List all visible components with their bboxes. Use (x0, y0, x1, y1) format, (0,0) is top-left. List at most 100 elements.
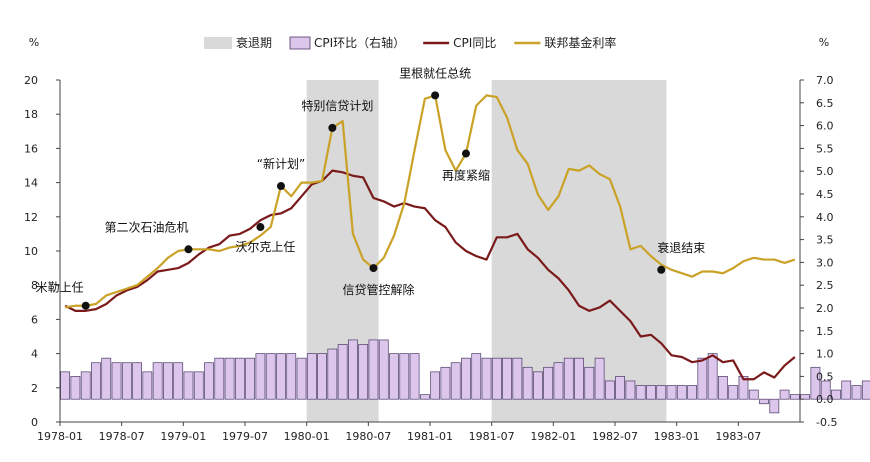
cpi-mom-bar (358, 344, 369, 400)
cpi-mom-bar (152, 362, 163, 400)
cpi-mom-bar (430, 371, 441, 400)
x-tick-label: 1982-07 (592, 430, 638, 443)
cpi-mom-bar (80, 371, 91, 400)
right-tick-label: 4.0 (816, 211, 834, 224)
right-tick-label: 1.5 (816, 325, 834, 338)
right-tick-label: 6.5 (816, 97, 834, 110)
cpi-mom-bar (584, 366, 595, 400)
right-tick-label: 2.0 (816, 302, 834, 315)
annotation-label: 第二次石油危机 (104, 220, 188, 234)
right-tick-label: 5.0 (816, 165, 834, 178)
x-tick-label: 1980-07 (345, 430, 391, 443)
annotation-marker (328, 123, 337, 132)
left-tick-label: 12 (24, 211, 38, 224)
cpi-mom-bar (574, 357, 584, 400)
annotation-marker (276, 182, 285, 191)
cpi-mom-bar (193, 371, 204, 400)
right-tick-label: 1.0 (816, 348, 834, 361)
right-tick-label: 0.0 (816, 393, 834, 406)
left-tick-label: 6 (31, 313, 38, 326)
cpi-mom-bar (748, 389, 759, 400)
cpi-mom-bar (317, 353, 327, 400)
right-tick-label: 7.0 (816, 74, 834, 87)
cpi-mom-bar (502, 357, 512, 400)
left-tick-label: 4 (31, 348, 38, 361)
cpi-mom-bar (604, 380, 615, 400)
cpi-mom-bar (70, 376, 81, 400)
cpi-mom-bar (142, 371, 153, 400)
right-unit-label: % (819, 36, 829, 49)
cpi-mom-bar (471, 353, 482, 400)
right-tick-label: 4.5 (816, 188, 834, 201)
cpi-mom-bar (409, 353, 420, 400)
cpi-mom-bar (111, 362, 122, 400)
cpi-mom-bar (820, 380, 831, 400)
legend-label: 联邦基金利率 (544, 35, 616, 50)
cpi-mom-bar (173, 362, 184, 400)
right-tick-label: -0.5 (816, 416, 837, 429)
x-tick-label: 1978-07 (99, 430, 145, 443)
legend-item-cpi_yoy: CPI同比 (423, 36, 496, 50)
annotation-label: 信贷管控解除 (342, 282, 414, 297)
legend-item-cpi_mom: CPI环比（右轴） (289, 35, 405, 50)
cpi-mom-bar (204, 362, 214, 400)
x-tick-label: 1981-01 (407, 430, 453, 443)
right-tick-label: 2.5 (816, 279, 834, 292)
left-tick-label: 2 (31, 382, 38, 395)
annotation-marker (657, 265, 666, 274)
cpi-mom-bar (861, 380, 870, 400)
cpi-mom-bar (687, 385, 697, 400)
cpi-mom-bar (121, 362, 132, 400)
cpi-mom-bar (450, 362, 461, 400)
cpi-mom-bar (533, 371, 543, 400)
cpi-mom-bar (348, 339, 358, 400)
right-tick-label: 6.0 (816, 120, 834, 133)
cpi-mom-bar (543, 366, 554, 400)
x-tick-label: 1979-07 (222, 430, 268, 443)
legend-swatch-cpi-mom (289, 36, 311, 50)
cpi-mom-bar (656, 385, 667, 400)
cpi-mom-bar (789, 394, 800, 400)
cpi-mom-bar (728, 385, 739, 400)
cpi-mom-bar (337, 344, 348, 400)
cpi-mom-bar (800, 394, 811, 400)
cpi-mom-bar (286, 353, 297, 400)
fed-funds-line (64, 94, 796, 309)
x-tick-label: 1983-07 (715, 430, 761, 443)
cpi-mom-bar (851, 385, 862, 400)
annotation-label: 米勒上任 (36, 281, 84, 295)
annotation-label: 衰退结束 (657, 240, 705, 255)
right-tick-label: 5.5 (816, 142, 834, 155)
cpi-mom-bar (224, 357, 235, 400)
x-tick-label: 1983-01 (654, 430, 700, 443)
cpi-mom-bar (481, 357, 492, 400)
left-tick-label: 8 (31, 279, 38, 292)
cpi-mom-bar (615, 376, 626, 400)
cpi-mom-bar (635, 385, 646, 400)
left-tick-label: 0 (31, 416, 38, 429)
annotation-marker (369, 264, 378, 273)
x-tick-label: 1980-01 (284, 430, 330, 443)
left-tick-label: 20 (24, 74, 38, 87)
cpi-mom-bar (245, 357, 256, 400)
cpi-mom-bar (676, 385, 687, 400)
cpi-mom-bar (419, 394, 430, 400)
cpi-mom-bar (234, 357, 245, 400)
cpi-mom-bar (60, 371, 71, 400)
cpi-mom-bar (625, 380, 636, 400)
right-tick-label: 0.5 (816, 370, 834, 383)
cpi-mom-bar (368, 339, 379, 400)
cpi-mom-bar (214, 357, 225, 400)
cpi-mom-bar (831, 389, 841, 400)
legend-label: CPI环比（右轴） (314, 35, 405, 50)
x-tick-label: 1979-01 (160, 430, 206, 443)
x-tick-label: 1981-07 (469, 430, 515, 443)
cpi-yoy-line (64, 169, 796, 381)
annotation-marker (256, 223, 265, 232)
cpi-mom-bar (841, 380, 852, 400)
annotation-marker (461, 149, 470, 158)
legend-item-recession: 衰退期 (204, 35, 272, 50)
cpi-mom-bar (759, 398, 769, 405)
left-tick-label: 10 (24, 245, 38, 258)
